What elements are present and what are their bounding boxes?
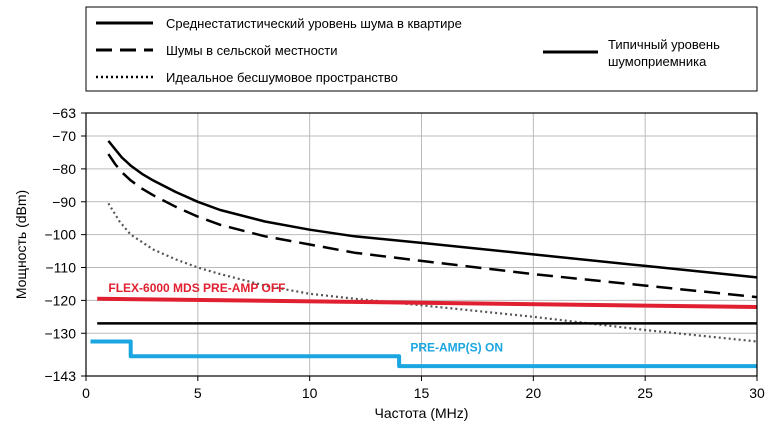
series-line-1 [107,140,758,279]
x-tick-label-4: 20 [526,385,542,401]
legend-label-receiver-line-1: Типичный уровень [608,37,720,52]
series-line-2 [107,153,758,299]
series-group [90,140,758,369]
legend-label-2: Шумы в сельской местности [166,43,338,58]
y-tick-label-1: −70 [52,128,76,144]
y-tick-label-5: −110 [46,260,77,276]
x-tick-label-3: 15 [414,385,430,401]
y-tick-label-6: −120 [44,292,76,308]
y-axis-label: Мощность (dBm) [13,190,29,299]
x-tick-label-2: 10 [302,385,318,401]
annotations: FLEX-6000 MDS PRE-AMP OFF PRE-AMP(S) ON [108,281,503,354]
y-tick-label-0: −63 [52,105,76,121]
y-tick-label-2: −80 [52,161,76,177]
x-tick-label-5: 25 [637,385,653,401]
annotation-1: FLEX-6000 MDS PRE-AMP OFF [108,281,285,295]
legend-box [85,6,758,92]
legend-label-3: Идеальное бесшумовое пространство [166,70,398,85]
grid [86,113,757,376]
series-line-3 [107,202,758,343]
x-tick-label-6: 30 [749,385,765,401]
annotation-2: PRE-AMP(S) ON [410,340,503,354]
x-axis-label: Частота (MHz) [375,405,469,421]
legend-label-receiver-line-2: шумоприемника [608,54,707,69]
y-tick-label-7: −130 [44,325,76,341]
x-tick-label-0: 0 [82,385,90,401]
legend: Среднестатистический уровень шума в квар… [85,6,758,92]
y-tick-label-4: −100 [44,227,76,243]
series-line-6 [90,339,757,369]
series-line-5 [97,296,758,309]
axes: −63 −70 −80 −90 −100 −110 −120 −130 −143 0 5 10 15 20… [13,105,765,421]
x-tick-label-1: 5 [194,385,202,401]
y-tick-label-3: −90 [52,194,76,210]
y-tick-label-8: −143 [44,368,76,384]
legend-label-1: Среднестатистический уровень шума в квар… [166,16,462,31]
